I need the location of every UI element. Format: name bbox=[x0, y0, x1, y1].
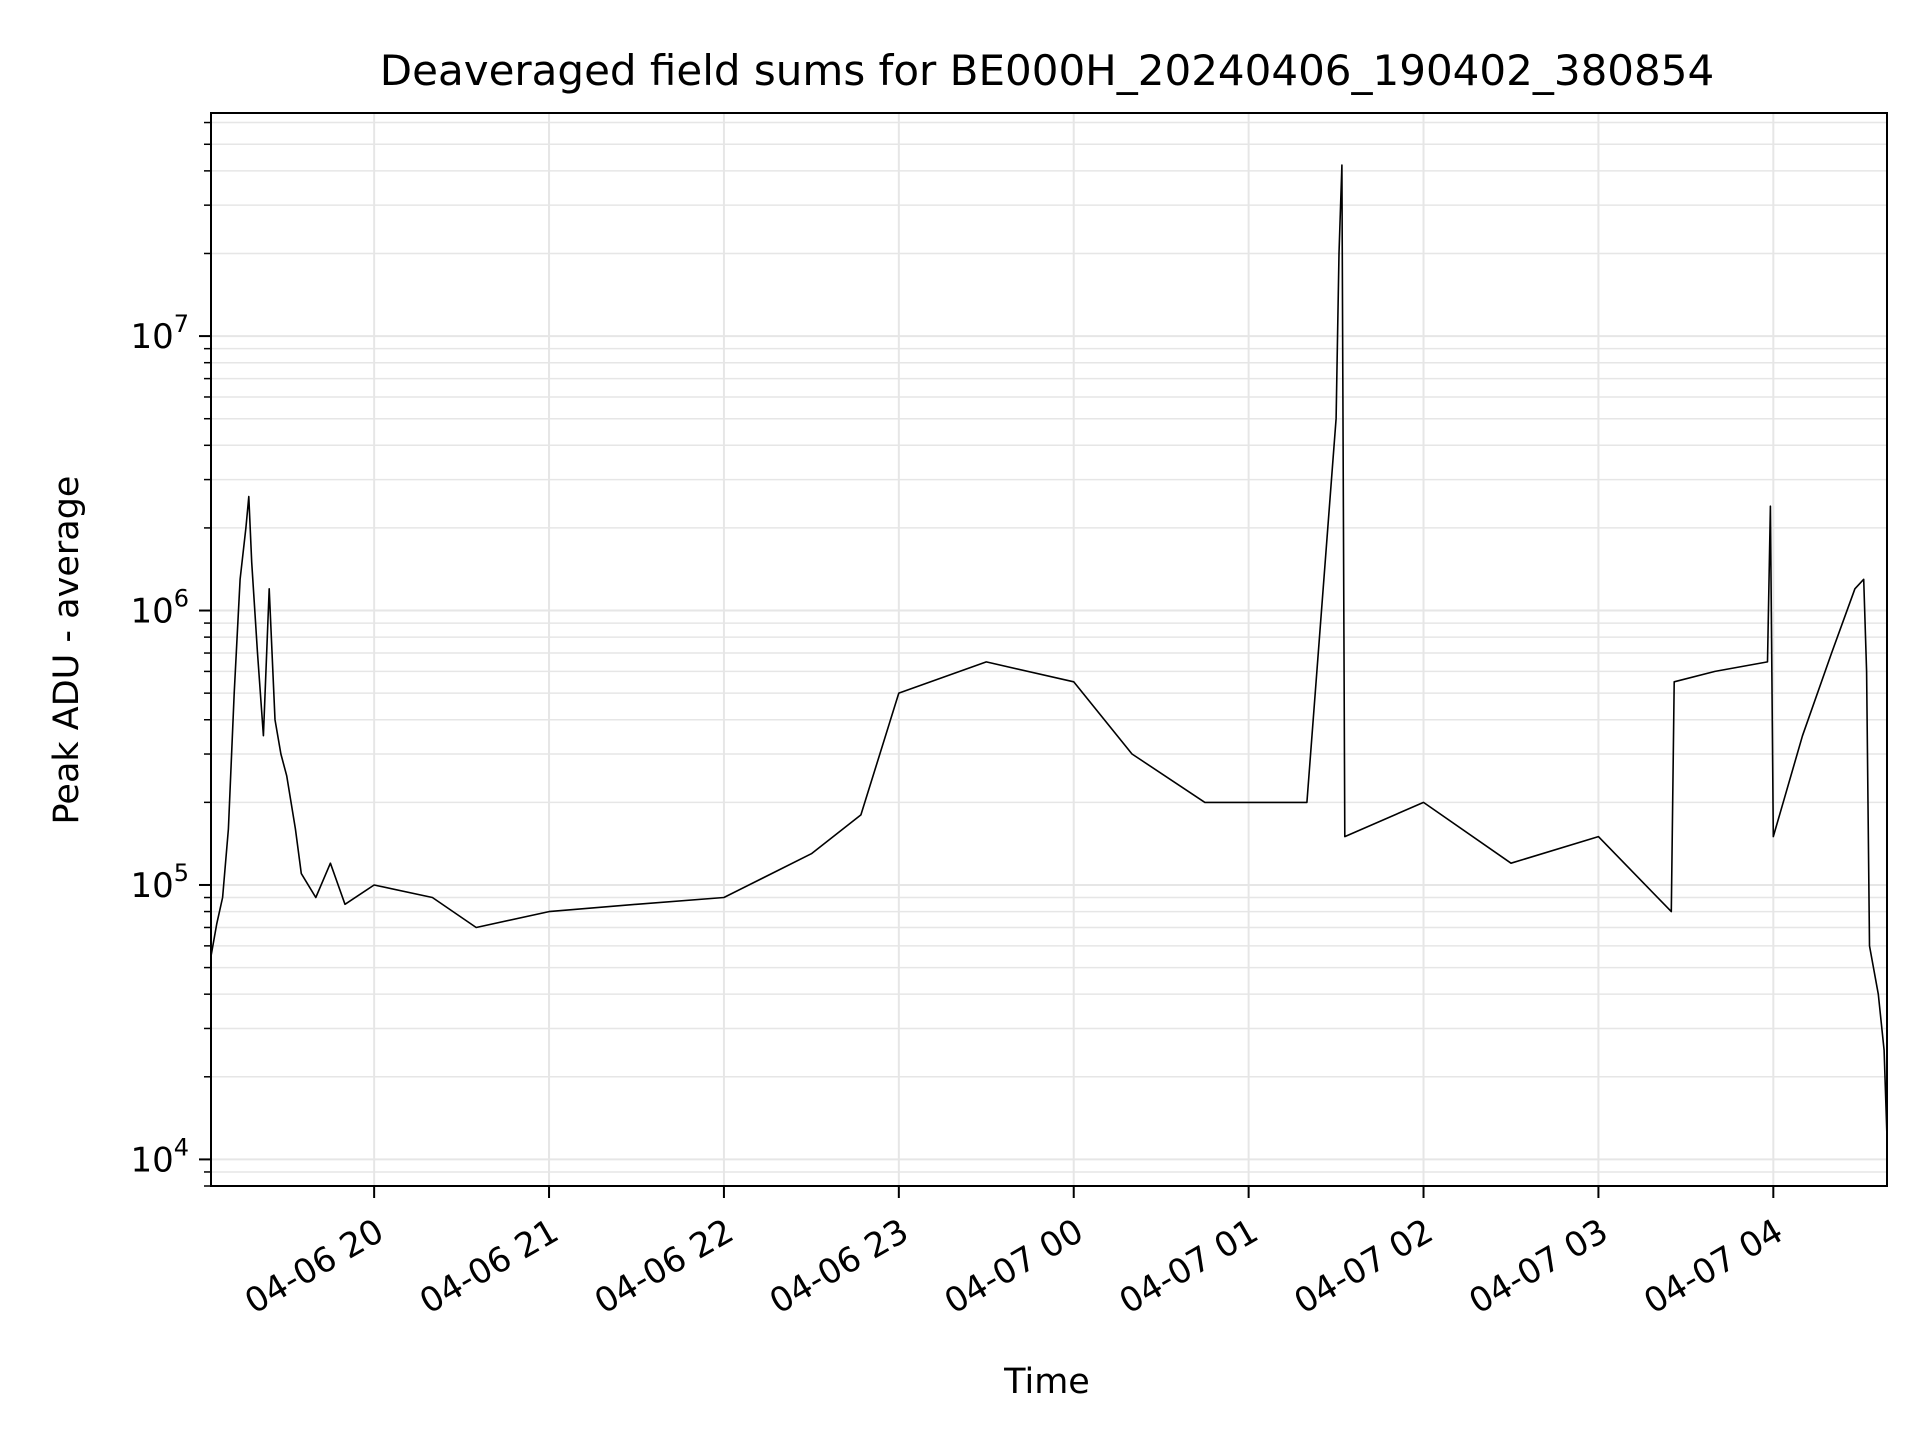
y-axis: 104 105 106 107 bbox=[130, 121, 211, 1187]
grid bbox=[211, 113, 1887, 1187]
x-axis-label: Time bbox=[1003, 1362, 1090, 1402]
y-tick-label: 106 bbox=[130, 585, 189, 632]
y-tick-label: 104 bbox=[130, 1133, 189, 1180]
plot-frame bbox=[210, 112, 1888, 1187]
y-tick-label: 105 bbox=[130, 859, 189, 906]
series-line bbox=[211, 164, 1887, 1138]
y-tick-label: 107 bbox=[130, 310, 189, 357]
chart-title: Deaveraged field sums for BE000H_2024040… bbox=[380, 46, 1714, 95]
series-layer bbox=[211, 164, 1887, 1138]
y-axis-label: Peak ADU - average bbox=[47, 476, 87, 825]
